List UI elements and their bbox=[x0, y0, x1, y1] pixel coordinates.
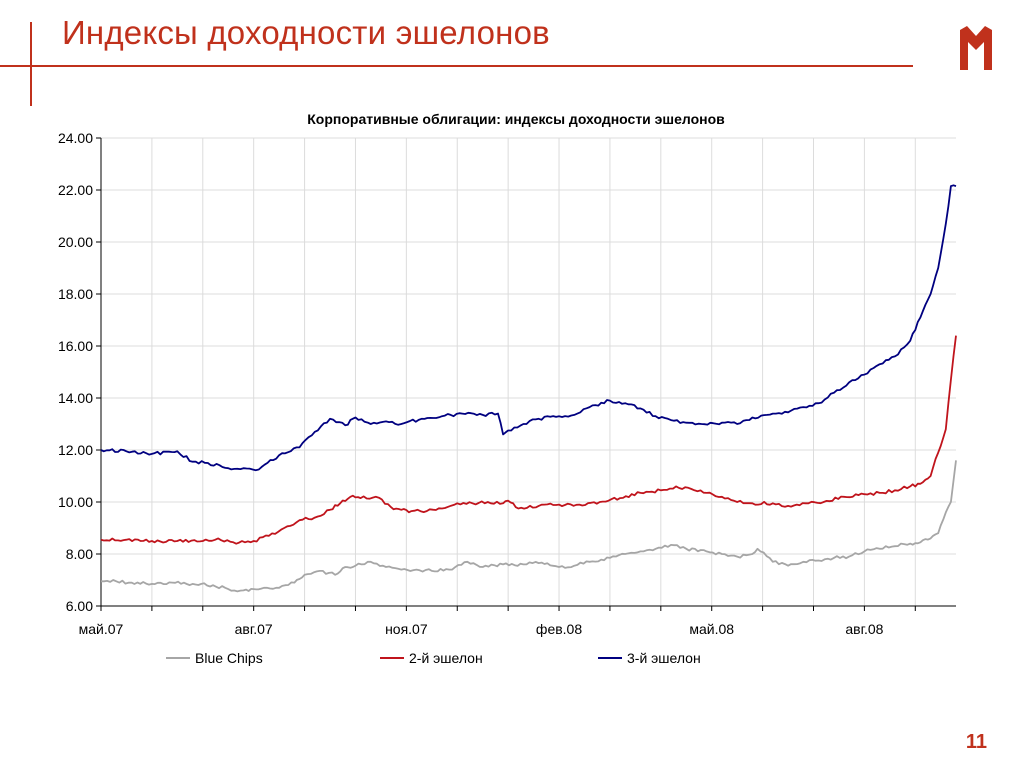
title-underline bbox=[0, 65, 913, 67]
y-tick-label: 24.00 bbox=[58, 130, 93, 146]
x-tick-label: фев.08 bbox=[536, 621, 582, 637]
page-number: 11 bbox=[965, 731, 987, 753]
chart-grid bbox=[101, 137, 956, 606]
y-tick-label: 10.00 bbox=[58, 494, 93, 510]
chart-axes: 6.00 8.00 10.00 12.00 14.00 16.00 18.00 20.00 22… bbox=[58, 130, 956, 637]
y-tick-label: 12.00 bbox=[58, 442, 93, 458]
x-tick-label: авг.08 bbox=[845, 621, 883, 637]
y-tick-label: 20.00 bbox=[58, 234, 93, 250]
legend-label: Blue Chips bbox=[195, 650, 263, 666]
series-line-3 bbox=[100, 184, 957, 472]
slide-title: Индексы доходности эшелонов bbox=[62, 14, 550, 51]
legend-label: 3-й эшелон bbox=[627, 650, 701, 666]
y-tick-label: 22.00 bbox=[58, 182, 93, 198]
m-logo-icon bbox=[960, 26, 992, 70]
chart-title: Корпоративные облигации: индексы доходно… bbox=[307, 111, 725, 127]
series-line-1 bbox=[101, 460, 957, 593]
y-tick-label: 8.00 bbox=[66, 546, 93, 562]
chart-series bbox=[100, 184, 957, 593]
legend-label: 2-й эшелон bbox=[409, 650, 483, 666]
title-accent-bar bbox=[30, 22, 32, 106]
chart-legend: Blue Chips 2-й эшелон 3-й эшелон bbox=[166, 650, 701, 666]
x-tick-label: ноя.07 bbox=[385, 621, 428, 637]
y-tick-label: 14.00 bbox=[58, 390, 93, 406]
x-tick-label: авг.07 bbox=[235, 621, 273, 637]
series-line-2 bbox=[100, 335, 957, 545]
y-tick-label: 16.00 bbox=[58, 338, 93, 354]
x-tick-label: май.07 bbox=[79, 621, 124, 637]
y-tick-label: 18.00 bbox=[58, 286, 93, 302]
y-tick-label: 6.00 bbox=[66, 598, 93, 614]
x-tick-label: май.08 bbox=[689, 621, 734, 637]
